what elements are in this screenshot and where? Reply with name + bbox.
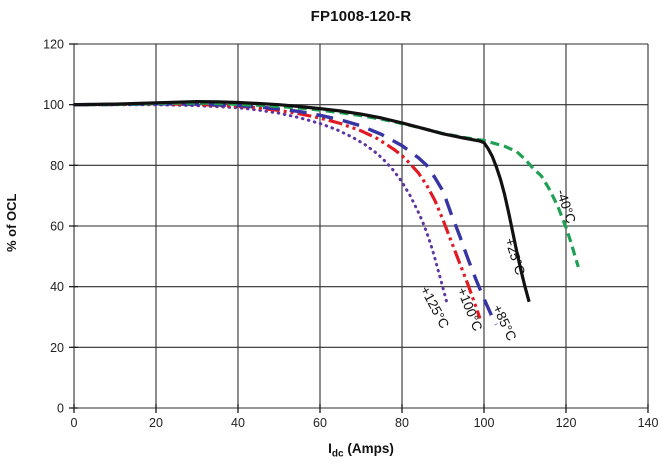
x-tick-label: 100 [474,416,495,430]
x-tick-label: 120 [556,416,577,430]
curve-plus25c [73,99,531,303]
x-tick-label: 40 [231,416,245,430]
curve-label-plus100c: +100°C [454,285,485,333]
curve-label-plus125c: +125°C [417,284,452,331]
y-tick-label: 100 [43,98,64,112]
x-tick-label: 140 [638,416,659,430]
x-tick-label: 20 [149,416,163,430]
curve-plus85c [73,102,498,326]
x-axis-label: Idc (Amps) [74,441,648,460]
chart-title: FP1008-120-R [310,8,412,25]
y-tick-label: 120 [43,38,64,52]
y-tick-label: 40 [50,280,64,294]
x-axis-label-subscript: dc [331,448,344,460]
x-tick-label: 0 [71,416,78,430]
curve-plus125c [72,103,449,305]
curve-label-plus85c: +85°C [490,302,520,343]
curve-label-minus40c: -40°C [554,188,579,226]
y-tick-label: 20 [50,341,64,355]
x-axis-label-units: (Amps) [343,441,394,456]
curve-label-plus25c: +25°C [502,236,528,277]
y-tick-label: 0 [57,402,64,416]
x-tick-label: 60 [313,416,327,430]
x-tick-label: 80 [395,416,409,430]
x-axis-label-symbol: I [328,441,332,456]
y-tick-label: 60 [50,220,64,234]
curve-plus100c [73,102,482,320]
y-tick-label: 80 [50,159,64,173]
